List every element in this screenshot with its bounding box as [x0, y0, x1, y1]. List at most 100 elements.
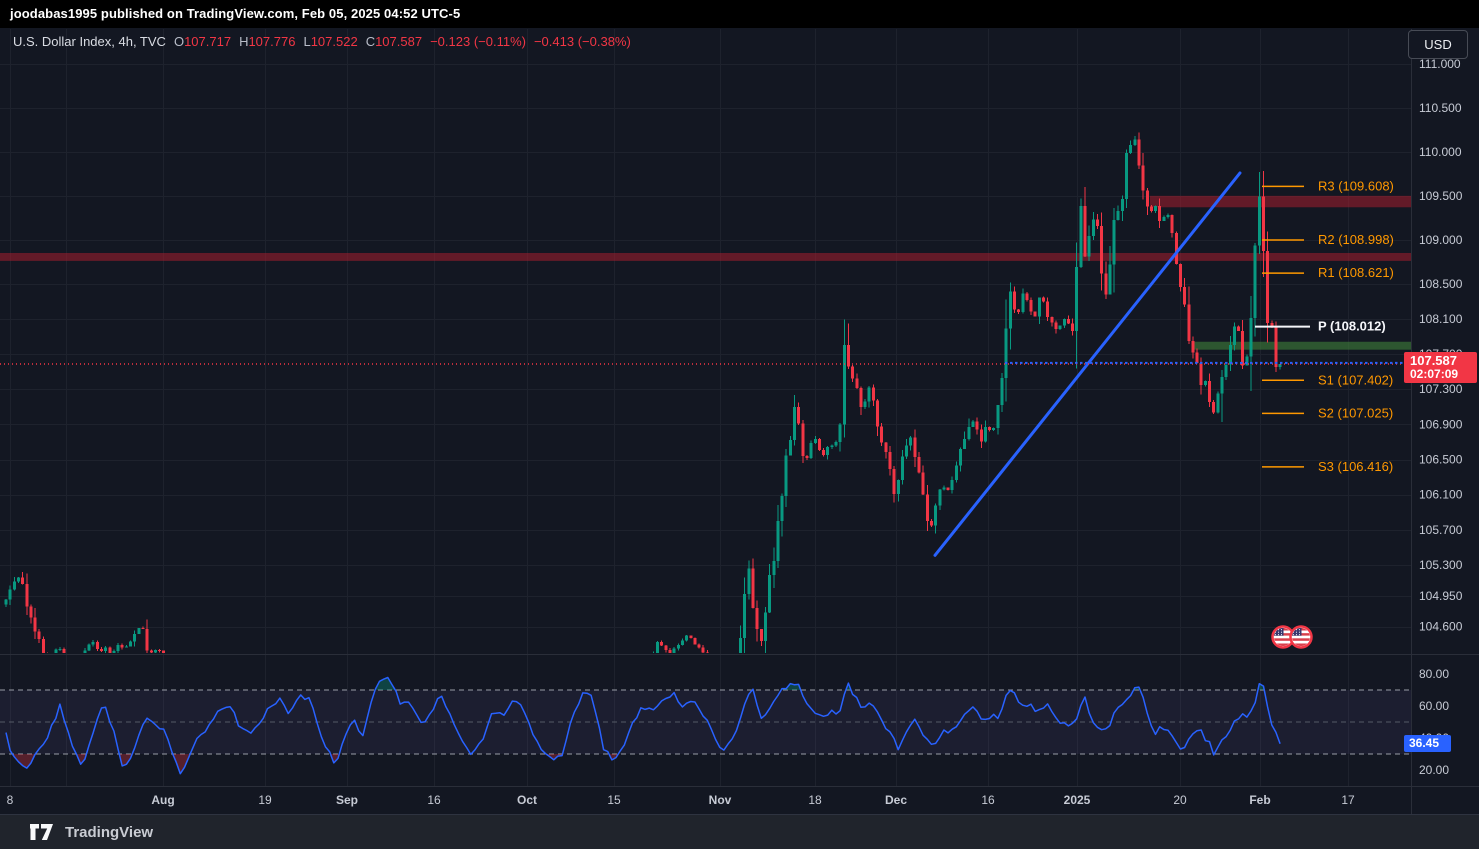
candle — [884, 442, 888, 452]
candle — [834, 441, 838, 446]
flag-star — [1295, 629, 1298, 631]
candle — [1145, 190, 1149, 207]
support-zone-green[interactable] — [1193, 341, 1411, 350]
candle — [1266, 251, 1270, 323]
candle — [793, 406, 796, 440]
candle — [867, 387, 871, 402]
candle — [1021, 293, 1025, 313]
legend-low: L107.522 — [303, 34, 358, 49]
time-tick-label: 18 — [808, 793, 822, 807]
candle — [788, 439, 792, 456]
price-tick-label: 108.500 — [1419, 277, 1463, 291]
candle — [809, 442, 813, 458]
us-economic-event-flag[interactable] — [1289, 625, 1313, 649]
candle — [1133, 139, 1137, 145]
time-axis[interactable]: 8 Aug 19 Sep 16 Oct 15 Nov 18 Dec 16 2025 20 Feb 17 — [7, 793, 1355, 807]
candle — [714, 667, 717, 673]
candle — [1232, 326, 1236, 345]
candle — [743, 594, 747, 639]
candle — [1033, 311, 1037, 317]
time-tick-label: Feb — [1249, 793, 1270, 807]
us-economic-event-flag[interactable] — [1271, 625, 1295, 649]
candle — [929, 521, 933, 526]
candle — [1195, 352, 1199, 363]
candle — [685, 635, 689, 641]
tradingview-logo-icon[interactable] — [30, 823, 56, 841]
candle — [1270, 322, 1274, 328]
brand-name[interactable]: TradingView — [65, 823, 154, 841]
candle — [701, 647, 705, 653]
candle — [722, 676, 725, 680]
time-tick-label: 19 — [258, 793, 272, 807]
candle — [120, 645, 124, 648]
candle — [909, 437, 913, 446]
candle — [116, 645, 120, 652]
candle — [1253, 245, 1257, 318]
candle — [888, 451, 892, 470]
candle — [71, 678, 74, 679]
candle — [983, 427, 987, 442]
flag-star — [1277, 634, 1280, 636]
price-tick-label: 110.500 — [1419, 101, 1462, 115]
candle — [950, 480, 954, 491]
candle — [768, 574, 772, 613]
candle — [801, 423, 805, 457]
candle — [79, 657, 82, 674]
candle — [780, 495, 784, 521]
ascending-trendline[interactable] — [933, 171, 1242, 557]
time-tick-label: Aug — [151, 793, 174, 807]
flag-star — [1274, 634, 1277, 636]
candle — [644, 663, 647, 667]
candle — [1203, 381, 1207, 385]
candle — [153, 649, 157, 653]
candle — [175, 673, 178, 683]
candle — [822, 449, 826, 456]
publisher-text: joodabas1995 published on TradingView.co… — [10, 6, 461, 21]
time-tick-label: Oct — [517, 793, 537, 807]
pivot-label-S2: S2 (107.025) — [1318, 405, 1393, 420]
candle — [1087, 235, 1091, 257]
time-tick-label: 15 — [607, 793, 621, 807]
resistance-zone-lower[interactable] — [0, 252, 1411, 261]
candle — [37, 631, 41, 640]
us-flag-icon — [1274, 628, 1292, 646]
candle — [672, 648, 676, 653]
candle — [1091, 219, 1095, 236]
candle — [1029, 299, 1033, 312]
candle — [851, 366, 855, 379]
price-tick-label: 111.000 — [1419, 57, 1461, 71]
candle — [954, 465, 958, 481]
candle — [33, 617, 37, 632]
candle — [1071, 323, 1075, 331]
rsi-tick-label: 20.00 — [1419, 763, 1449, 777]
candle — [946, 487, 950, 491]
candle — [29, 606, 33, 618]
candle — [104, 647, 108, 652]
price-tick-label: 106.500 — [1419, 453, 1463, 467]
symbol-legend[interactable]: U.S. Dollar Index, 4h, TVC O107.717 H107… — [13, 34, 631, 49]
candle — [1058, 325, 1062, 330]
legend-open: O107.717 — [173, 34, 232, 49]
flag-star — [1280, 634, 1283, 636]
flag-stripe — [1274, 640, 1292, 644]
candle — [1046, 301, 1050, 317]
legend-change: −0.123 (−0.11%) — [430, 34, 526, 49]
candle — [1079, 205, 1083, 267]
resistance-zone-upper[interactable] — [1150, 195, 1411, 208]
time-tick-label: 2025 — [1064, 793, 1091, 807]
price-axis[interactable]: 111.000 110.500 110.000 109.500 109.000 108.5… — [1419, 57, 1463, 777]
rsi-tick-label: 60.00 — [1419, 699, 1449, 713]
candle — [149, 650, 153, 653]
candle — [971, 421, 975, 428]
legend-close: C107.587 — [365, 34, 423, 49]
candle — [58, 648, 62, 650]
candle — [855, 378, 859, 388]
price-tick-label: 106.100 — [1419, 488, 1463, 502]
logo-glyph-7 — [41, 824, 53, 840]
candle — [784, 455, 788, 496]
candle — [705, 652, 709, 653]
candle — [1042, 297, 1045, 302]
candle — [1220, 376, 1224, 394]
candle — [900, 456, 904, 481]
currency-toggle-button[interactable]: USD — [1408, 30, 1468, 59]
